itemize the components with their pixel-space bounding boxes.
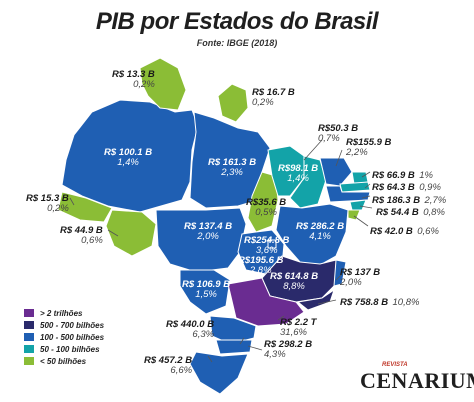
label-ap: R$ 16.7 B 0,2% xyxy=(252,87,295,108)
label-ms: R$ 106.9 B 1,5% xyxy=(182,279,231,300)
label-go: R$195.6 B 2,8% xyxy=(238,255,284,276)
label-mt: R$ 137.4 B 2,0% xyxy=(184,221,233,242)
legend-swatch xyxy=(24,333,34,341)
label-rr: R$ 13.3 B 0,2% xyxy=(112,69,155,90)
state-se xyxy=(347,209,361,221)
label-pi: R$50.3 B 0,7% xyxy=(318,123,359,144)
label-df: R$254.8 B 3,6% xyxy=(244,235,290,256)
state-rr xyxy=(139,57,187,111)
legend-item: 500 - 700 bilhões xyxy=(24,319,104,331)
state-mt xyxy=(155,207,247,273)
state-df xyxy=(267,239,277,249)
label-rj: R$ 758.8 B 10,8% xyxy=(340,297,420,308)
label-am: R$ 100.1 B 1,4% xyxy=(104,147,153,168)
state-al xyxy=(349,199,367,211)
state-ap xyxy=(217,83,249,123)
leader-lines xyxy=(69,139,373,363)
label-mg: R$ 614.8 B 8,8% xyxy=(270,271,319,292)
state-rj xyxy=(296,288,335,311)
state-rs xyxy=(189,351,249,395)
state-ms xyxy=(179,269,231,315)
label-ro: R$ 44.9 B 0,6% xyxy=(60,225,103,246)
label-rs: R$ 457.2 B 6,6% xyxy=(144,355,193,376)
legend-swatch xyxy=(24,357,34,365)
label-es: R$ 137 B 2,0% xyxy=(340,267,381,288)
legend-swatch xyxy=(24,321,34,329)
label-ac: R$ 15.3 B 0,2% xyxy=(26,193,69,214)
label-ba: R$ 286.2 B 4,1% xyxy=(296,221,345,242)
state-pb xyxy=(339,181,371,193)
legend-item: < 50 bilhões xyxy=(24,355,104,367)
legend-item: 100 - 500 bilhões xyxy=(24,331,104,343)
state-ac xyxy=(57,191,113,223)
label-pb: R$ 64.3 B 0,9% xyxy=(372,182,441,193)
label-se: R$ 42.0 B 0,6% xyxy=(370,226,439,237)
label-sp: R$ 2.2 T 31,6% xyxy=(280,317,317,338)
label-ma: R$98.1 B 1,4% xyxy=(278,163,319,184)
label-pe: R$ 186.3 B 2,7% xyxy=(372,195,447,206)
label-sc: R$ 298.2 B 4,3% xyxy=(264,339,313,360)
state-ma xyxy=(267,145,305,197)
page-title: PIB por Estados do Brasil xyxy=(95,8,379,35)
source-note: Fonte: IBGE (2018) xyxy=(196,38,278,48)
legend: > 2 trilhões 500 - 700 bilhões 100 - 500… xyxy=(24,307,104,367)
legend-swatch xyxy=(24,309,34,317)
state-pr xyxy=(209,315,257,345)
state-ce xyxy=(319,157,353,187)
label-rn: R$ 66.9 B 1% xyxy=(372,170,433,181)
state-sp xyxy=(227,277,305,327)
label-ce: R$155.9 B 2,2% xyxy=(346,137,392,158)
legend-swatch xyxy=(24,345,34,353)
legend-item: 50 - 100 bilhões xyxy=(24,343,104,355)
label-to: R$35.6 B 0,5% xyxy=(246,197,287,218)
state-ba xyxy=(275,203,349,267)
label-pa: R$ 161.3 B 2,3% xyxy=(208,157,257,178)
label-al: R$ 54.4 B 0,8% xyxy=(376,207,445,218)
state-sc xyxy=(215,339,253,355)
label-pr: R$ 440.0 B 6,3% xyxy=(166,319,215,340)
state-ro xyxy=(105,209,157,257)
state-pe xyxy=(325,185,371,203)
legend-item: > 2 trilhões xyxy=(24,307,104,319)
